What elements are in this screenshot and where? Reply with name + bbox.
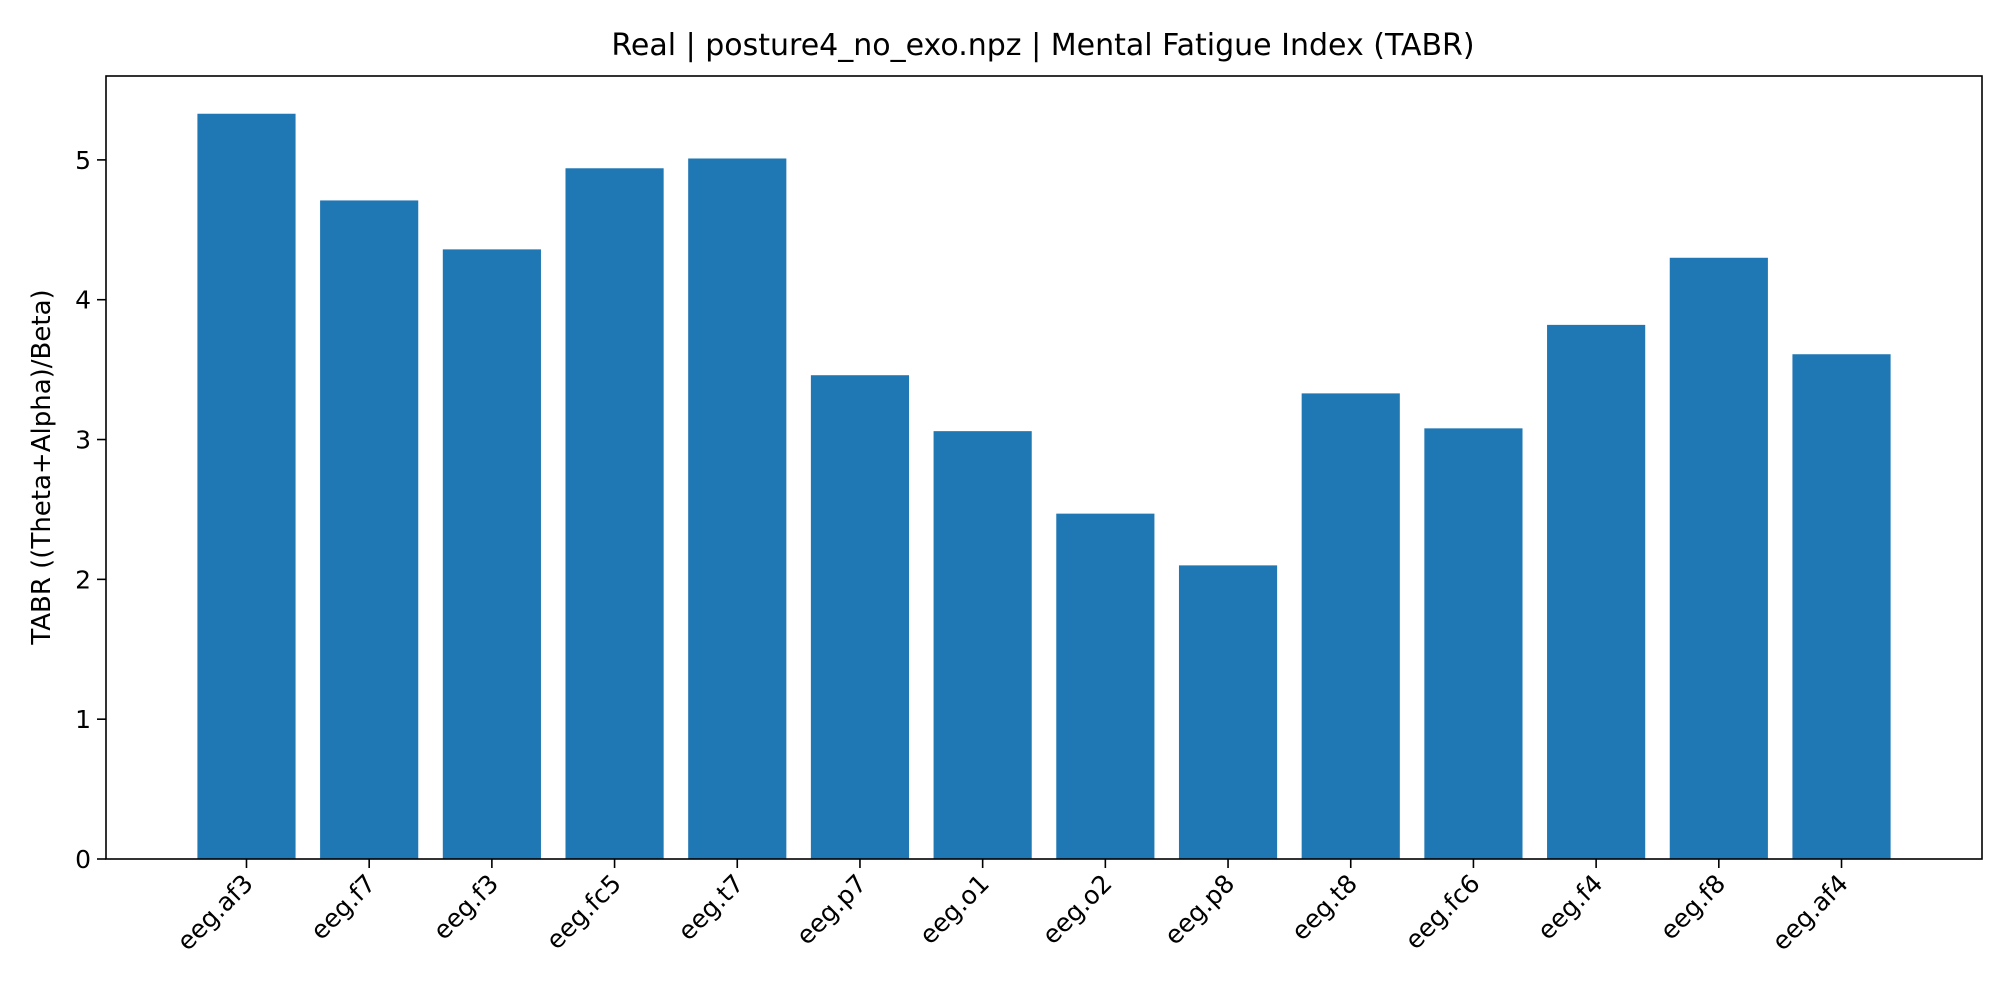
y-tick-label: 4	[75, 286, 91, 315]
plot-frame	[105, 75, 1983, 860]
chart-title: Real | posture4_no_exo.npz | Mental Fati…	[611, 28, 1474, 63]
bar-eeg-af4	[1792, 354, 1891, 859]
bar-eeg-t7	[688, 158, 787, 860]
y-tick-label: 2	[75, 565, 91, 594]
bar-eeg-o1	[933, 431, 1032, 859]
bar-eeg-f8	[1669, 257, 1768, 859]
bar-eeg-f7	[320, 200, 419, 859]
bar-eeg-fc5	[565, 168, 664, 859]
y-tick-label: 1	[75, 705, 91, 734]
bar-eeg-o2	[1056, 513, 1155, 859]
y-tick-label: 3	[75, 426, 91, 455]
bar-eeg-t8	[1301, 393, 1400, 859]
bar-eeg-p8	[1178, 565, 1278, 860]
bar-eeg-af3	[197, 113, 296, 859]
y-tick-label: 5	[75, 146, 91, 175]
bars-layer	[197, 113, 1891, 860]
bar-eeg-fc6	[1424, 428, 1523, 859]
y-axis: 0 1 2 3 4 5	[75, 146, 106, 874]
bar-eeg-f3	[442, 249, 541, 859]
y-axis-label: TABR ((Theta+Alpha)/Beta)	[27, 289, 57, 645]
bar-eeg-p7	[810, 375, 910, 859]
y-tick-label: 0	[75, 845, 91, 874]
bar-eeg-f4	[1547, 324, 1646, 859]
